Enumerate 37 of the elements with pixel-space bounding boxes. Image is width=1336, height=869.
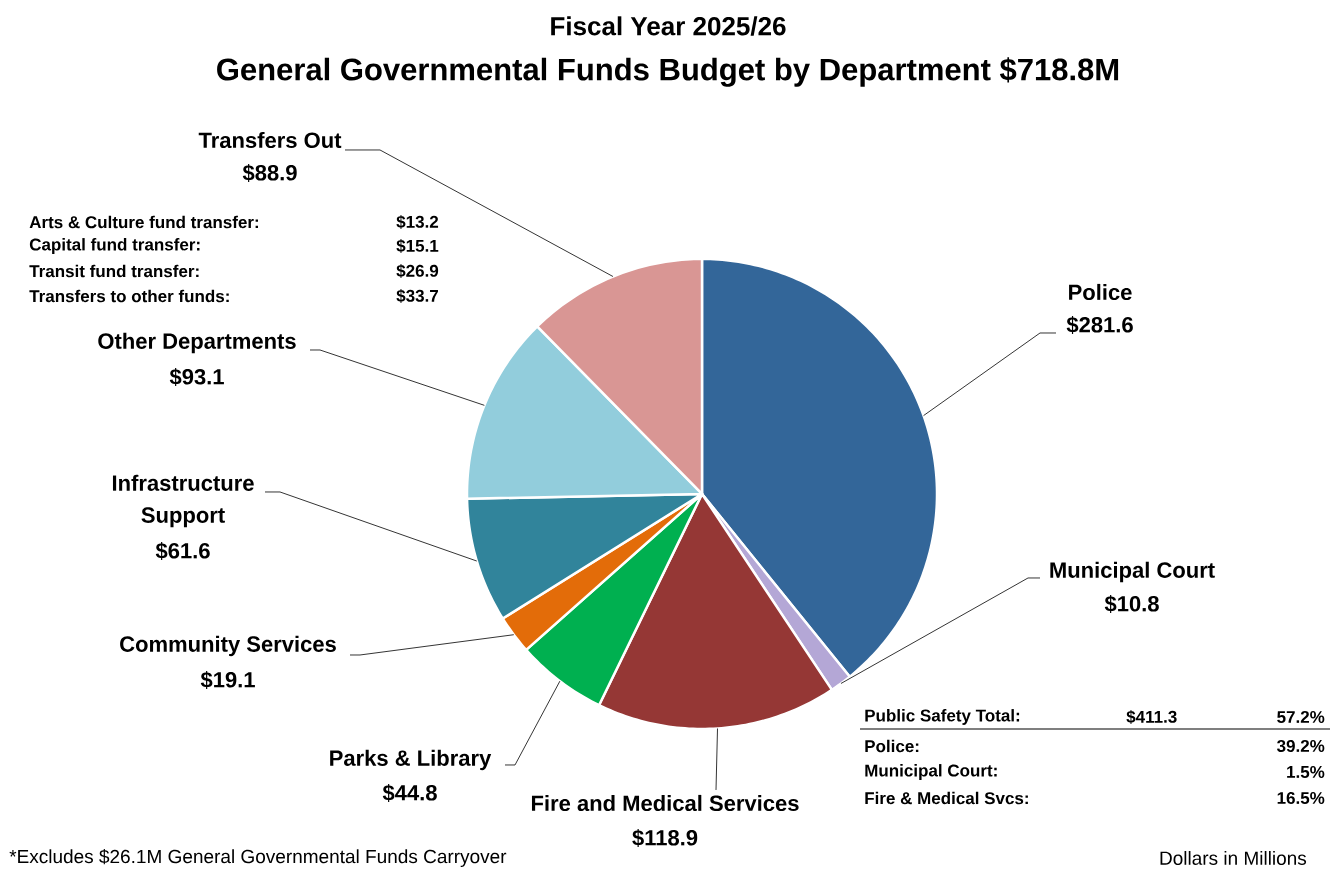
text: Public Safety Total:: [865, 709, 1020, 725]
chart-subtitle: General Governmental Funds Budget by Department $718.8M: [217, 57, 1119, 87]
text: Police:: [865, 739, 919, 753]
slice-label: Other Departments: [98, 332, 296, 354]
text: $26.9: [396, 264, 439, 278]
data-label: $88.9: [242, 164, 297, 182]
text: $15.1: [396, 239, 439, 253]
text: *Excludes $26.1M General Governmental Funds Carryover: [9, 848, 507, 867]
slice-label: Infrastructure Support: [112, 474, 254, 528]
text: Capital fund transfer:: [29, 238, 200, 254]
data-label: $61.6: [155, 542, 210, 560]
text: 57.2%: [1277, 710, 1325, 724]
data-label: $10.8: [1104, 595, 1159, 613]
text: 1.5%: [1287, 765, 1325, 778]
text: Fire & Medical Svcs:: [865, 791, 1028, 805]
data-label: $44.8: [382, 784, 437, 802]
text: $13.2: [396, 215, 439, 229]
slice-label: Transfers Out: [198, 131, 342, 149]
text: Dollars in Millions: [1160, 851, 1307, 865]
text: Transfers to other funds:: [29, 289, 229, 303]
text: Arts & Culture fund transfer:: [29, 215, 259, 229]
slice-label: Fire and Medical Services: [531, 794, 799, 812]
slice-label: Municipal Court: [1050, 561, 1215, 583]
text: 39.2%: [1277, 739, 1325, 753]
text: Transit fund transfer:: [29, 264, 199, 278]
text: Municipal Court:: [865, 764, 997, 780]
data-label: $93.1: [169, 368, 224, 386]
text: $33.7: [396, 289, 438, 303]
slice-label: Community Services: [120, 635, 336, 657]
text: 16.5%: [1277, 791, 1325, 805]
data-label: $281.6: [1066, 316, 1133, 334]
text: $411.3: [1126, 710, 1177, 724]
slice-label: Police: [1069, 283, 1132, 301]
chart-title: Fiscal Year 2025/26: [551, 16, 786, 36]
data-label: $118.9: [632, 829, 698, 847]
slice-label: Parks & Library: [330, 749, 492, 771]
data-label: $19.1: [200, 671, 255, 689]
